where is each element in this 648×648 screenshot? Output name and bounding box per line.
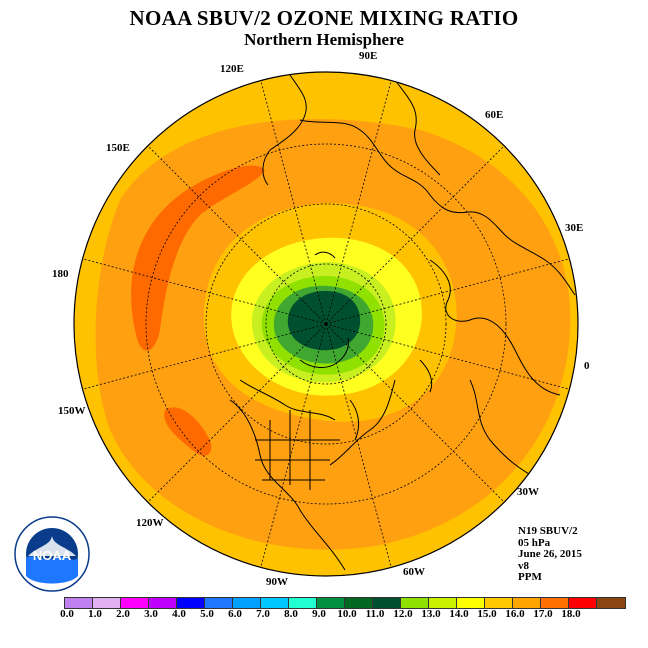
color-swatch [541,598,569,608]
color-swatch [429,598,457,608]
color-scale-tick: 15.0 [477,608,497,620]
map-title: NOAA SBUV/2 OZONE MIXING RATIO [129,6,519,30]
color-scale-ticks: 0.0 1.0 2.0 3.0 4.0 5.0 6.0 7.0 8.0 9.0 10.0 11.0 12… [0,608,648,622]
lon-label-0: 0 [584,360,590,372]
lon-label-150w: 150W [58,405,86,417]
map-border [73,71,579,577]
color-swatch [317,598,345,608]
meridian-line [260,80,327,325]
coastlines [229,74,576,571]
color-scale-tick: 6.0 [228,608,242,620]
color-scale-tick: 1.0 [88,608,102,620]
color-scale-tick: 0.0 [60,608,74,620]
product-info: N19 SBUV/2 05 hPa June 26, 2015 v8 PPM [518,525,582,584]
dark-orange-band-south [164,407,212,456]
meridian-line [260,323,327,568]
color-swatch [121,598,149,608]
color-swatch [261,598,289,608]
color-scale-tick: 17.0 [533,608,553,620]
lon-label-90w: 90W [266,576,288,588]
color-swatch [177,598,205,608]
color-swatch [205,598,233,608]
color-swatch [345,598,373,608]
info-date: June 26, 2015 [518,548,582,560]
color-scale-tick: 3.0 [144,608,158,620]
color-swatch [457,598,485,608]
dark-orange-band-west [131,165,265,351]
info-units: PPM [518,571,542,583]
info-pressure: 05 hPa [518,536,551,549]
color-scale-tick: 18.0 [561,608,581,620]
color-scale-tick: 4.0 [172,608,186,620]
lon-label-180: 180 [52,268,69,280]
lon-label-120e: 120E [220,63,244,75]
color-scale-tick: 2.0 [116,608,130,620]
color-scale-tick: 9.0 [312,608,326,620]
meridian-line [325,323,392,568]
color-swatch [289,598,317,608]
lon-label-90e: 90E [359,50,378,62]
dark-green-core [287,290,361,351]
meridian-line [325,323,570,390]
color-scale-tick: 11.0 [365,608,385,620]
color-swatch [597,598,625,608]
color-scale-tick: 16.0 [505,608,525,620]
color-swatch [373,598,401,608]
color-swatch [485,598,513,608]
color-scale-tick: 7.0 [256,608,270,620]
map-subtitle: Northern Hemisphere [244,30,404,49]
lon-label-120w: 120W [136,517,164,529]
meridian-line [82,258,327,325]
lon-label-60w: 60W [403,566,425,578]
color-scale-tick: 12.0 [393,608,413,620]
color-scale-tick: 13.0 [421,608,441,620]
color-swatch [233,598,261,608]
noaa-logo: NOAA [14,516,90,592]
color-swatch [149,598,177,608]
meridian-line [82,323,327,390]
color-scale-bar [64,597,626,609]
lon-label-150e: 150E [106,142,130,154]
color-scale-tick: 10.0 [337,608,357,620]
color-scale-tick: 8.0 [284,608,298,620]
meridian-line [325,258,570,325]
info-version: v8 [518,559,529,572]
lon-label-30w: 30W [517,486,539,498]
color-swatch [569,598,597,608]
graticule [145,143,507,505]
color-scale-tick: 14.0 [449,608,469,620]
color-scale-tick: 5.0 [200,608,214,620]
meridian-line [325,80,392,325]
meridians [82,80,570,568]
color-swatch [401,598,429,608]
lon-label-60e: 60E [485,109,504,121]
lon-label-30e: 30E [565,222,584,234]
noaa-logo-text: NOAA [33,548,72,563]
color-swatch [93,598,121,608]
color-swatch [513,598,541,608]
info-satellite: N19 SBUV/2 [518,525,578,537]
color-swatch [65,598,93,608]
